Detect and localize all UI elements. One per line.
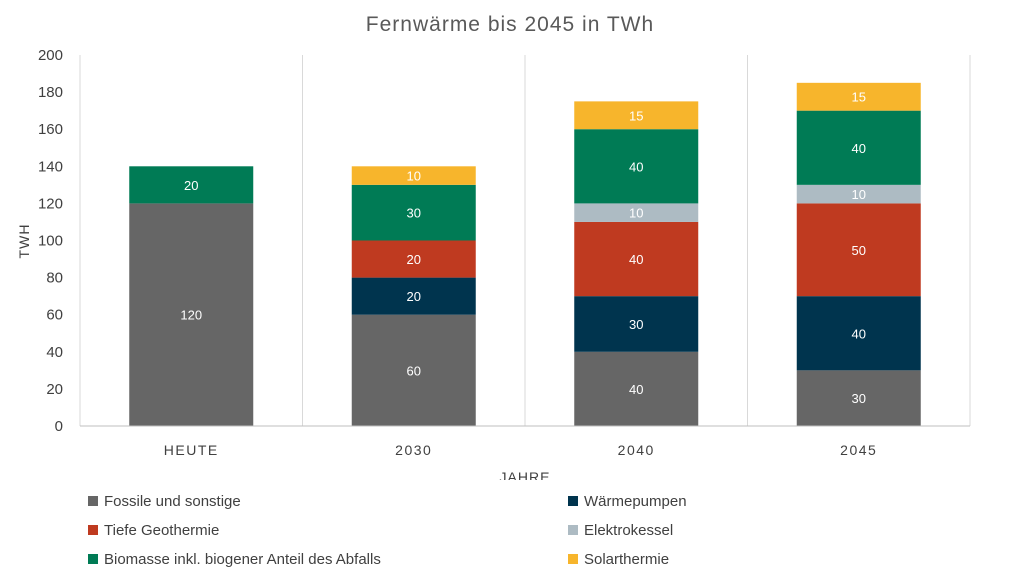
y-tick-label: 0 (55, 418, 63, 435)
legend-item: Fossile und sonstige (88, 490, 568, 512)
y-tick-label: 180 (38, 84, 63, 101)
bar-segment (574, 203, 699, 222)
y-tick-label: 120 (38, 195, 63, 212)
data-label: 30 (852, 391, 866, 406)
y-tick-label: 100 (38, 233, 63, 250)
bar-segment (351, 277, 476, 315)
data-label: 30 (407, 206, 421, 221)
y-tick-label: 60 (46, 307, 63, 324)
legend-label: Elektrokessel (584, 521, 674, 539)
bar-segment (796, 203, 921, 297)
legend-swatch (568, 525, 578, 535)
bar-segment (796, 370, 921, 426)
y-tick-label: 80 (46, 270, 63, 287)
data-label: 120 (180, 308, 202, 323)
data-label: 40 (852, 141, 866, 156)
y-tick-label: 40 (46, 344, 63, 361)
data-label: 20 (407, 289, 421, 304)
x-axis-label: JAHRE (500, 469, 551, 480)
legend-item: Elektrokessel (568, 519, 948, 541)
y-axis-label: TWH (16, 224, 32, 259)
legend-swatch (88, 525, 98, 535)
bar-segment (796, 110, 921, 185)
data-label: 40 (629, 159, 643, 174)
bar-segment (574, 129, 699, 204)
legend-item: Tiefe Geothermie (88, 519, 568, 541)
legend-label: Wärmepumpen (584, 492, 687, 510)
legend-swatch (88, 554, 98, 564)
data-label: 10 (852, 187, 866, 202)
bar-segment (129, 166, 254, 204)
bar-segment (351, 184, 476, 241)
bar-segment (574, 351, 699, 426)
x-tick-label: 2030 (395, 442, 432, 458)
data-label: 40 (852, 326, 866, 341)
data-label: 10 (407, 169, 421, 184)
bar-segment (351, 166, 476, 185)
data-label: 30 (629, 317, 643, 332)
legend-label: Biomasse inkl. biogener Anteil des Abfal… (104, 550, 381, 568)
legend-item: Solarthermie (568, 548, 948, 570)
legend-swatch (568, 554, 578, 564)
data-label: 60 (407, 363, 421, 378)
bar-segment (796, 296, 921, 371)
stacked-bar-chart: Fernwärme bis 2045 in TWh 12020602020301… (16, 13, 971, 480)
bars-layer: 120 20 60 20 20 30 10 40 30 40 10 40 15 30 40 50 10 40 15 (129, 82, 921, 426)
legend-label: Solarthermie (584, 550, 670, 568)
y-tick-label: 160 (38, 121, 63, 138)
legend-item: Biomasse inkl. biogener Anteil des Abfal… (88, 548, 568, 570)
chart-legend: Fossile und sonstige Wärmepumpen Tiefe Geo… (88, 490, 948, 570)
bar-segment (574, 221, 699, 297)
legend-item: Wärmepumpen (568, 490, 948, 512)
bar-segment (796, 184, 921, 204)
bar-segment (351, 314, 476, 426)
legend-swatch (568, 496, 578, 506)
data-label: 20 (407, 252, 421, 267)
data-label: 15 (629, 108, 643, 123)
grid-layer (79, 55, 971, 426)
legend-label: Fossile und sonstige (104, 492, 241, 510)
x-tick-label: 2045 (840, 442, 877, 458)
y-tick-label: 140 (38, 158, 63, 175)
bar-segment (574, 296, 699, 352)
bar-segment (796, 82, 921, 111)
legend-swatch (88, 496, 98, 506)
bar-segment (129, 203, 254, 426)
legend-label: Tiefe Geothermie (104, 521, 220, 539)
data-label: 40 (629, 252, 643, 267)
x-tick-label: HEUTE (164, 442, 219, 458)
bar-segment (351, 240, 476, 278)
chart-title: Fernwärme bis 2045 in TWh (366, 13, 654, 36)
data-label: 50 (852, 243, 866, 258)
data-label: 40 (629, 382, 643, 397)
y-tick-label: 20 (46, 381, 63, 398)
bar-segment (574, 101, 699, 130)
y-tick-label: 200 (38, 47, 63, 64)
data-label: 15 (852, 90, 866, 105)
data-label: 10 (629, 206, 643, 221)
x-tick-label: 2040 (618, 442, 655, 458)
data-label: 20 (184, 178, 198, 193)
